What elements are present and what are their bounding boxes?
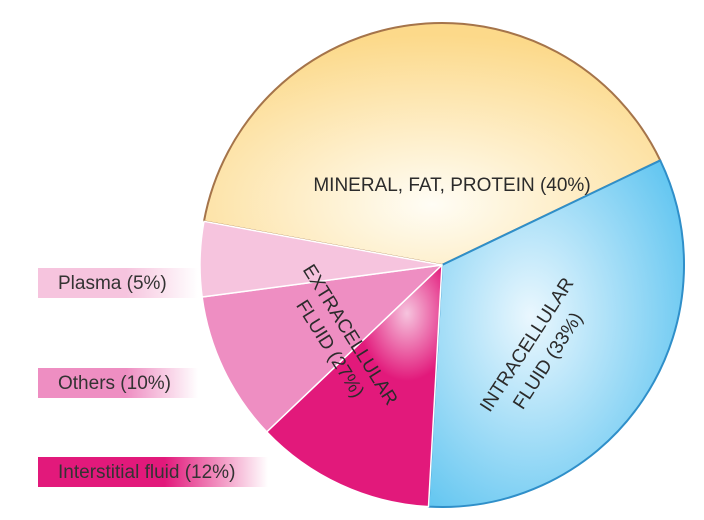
- legend-swatch-others: [38, 368, 198, 398]
- slice-interstitial: [266, 264, 443, 508]
- legend-swatch-plasma: [38, 268, 198, 298]
- legend-label-others: Others (10%): [58, 373, 171, 394]
- slice-intracellular: [427, 159, 685, 508]
- slice-label-mineral: MINERAL, FAT, PROTEIN (40%): [313, 175, 590, 196]
- legend-label-interstitial: Interstitial fluid (12%): [58, 462, 236, 483]
- slice-others: [201, 264, 443, 433]
- slice-plasma: [199, 220, 443, 298]
- legend-label-plasma: Plasma (5%): [58, 273, 167, 294]
- slice-mineral: [202, 22, 662, 266]
- legend-swatch-interstitial: [38, 457, 268, 487]
